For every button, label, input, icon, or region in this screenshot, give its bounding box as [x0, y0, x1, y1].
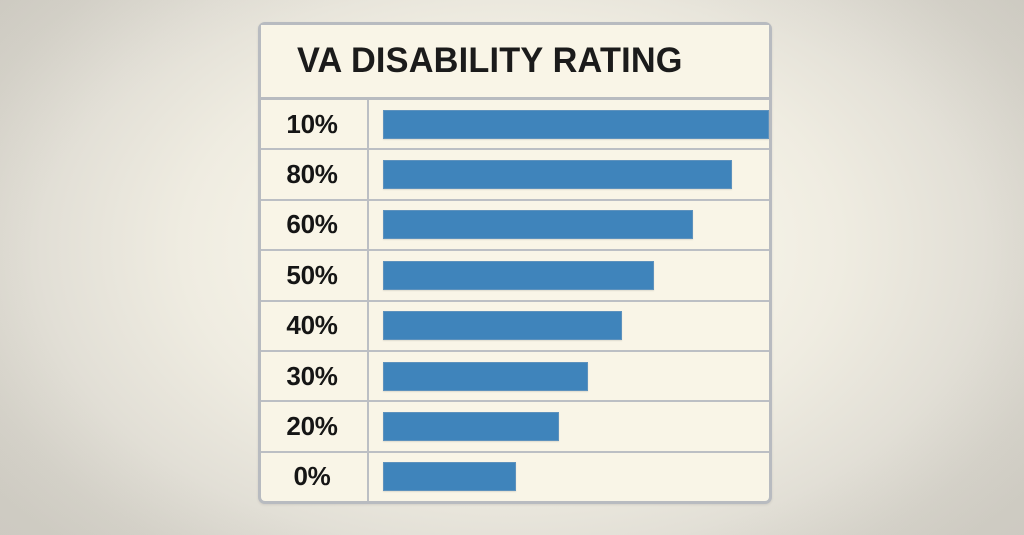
row-label: 60%: [286, 209, 338, 240]
row-label-cell: 0%: [261, 452, 369, 501]
row-bar-cell: [369, 150, 769, 198]
bar: [383, 411, 559, 441]
row-bar-cell: [369, 100, 769, 148]
row-label: 10%: [286, 108, 338, 139]
row-bar-cell: [369, 453, 769, 501]
row-label-cell: 10%: [261, 100, 369, 149]
bar: [383, 160, 733, 190]
row-bar-cell: [369, 402, 769, 450]
chart-row: 50%: [261, 251, 769, 302]
row-label-cell: 80%: [261, 150, 369, 199]
chart-row: 40%: [261, 301, 769, 352]
row-label-cell: 30%: [261, 351, 369, 401]
chart-row: 20%: [261, 402, 769, 453]
chart-row: 10%: [261, 100, 769, 151]
chart-title-row: VA DISABILITY RATING: [261, 25, 769, 100]
bar: [383, 311, 622, 341]
row-bar-cell: [369, 352, 769, 400]
page-title: VA DISABILITY RATING: [297, 41, 683, 80]
row-label: 30%: [286, 360, 338, 391]
row-label-cell: 60%: [261, 200, 369, 250]
row-label: 20%: [286, 410, 338, 441]
row-label: 50%: [286, 259, 338, 290]
chart-row: 0%: [261, 452, 769, 501]
chart-row: 80%: [261, 150, 769, 201]
row-label-cell: 40%: [261, 301, 369, 350]
row-label-cell: 20%: [261, 402, 369, 451]
bar: [383, 260, 654, 290]
bar: [383, 361, 589, 391]
row-bar-cell: [369, 251, 769, 299]
bar: [383, 109, 769, 139]
chart-row: 60%: [261, 200, 769, 252]
chart-card: VA DISABILITY RATING 10% 80% 60% 50% 40% 30% 2…: [258, 22, 772, 504]
row-label: 0%: [293, 461, 331, 492]
row-label: 80%: [286, 159, 338, 190]
row-bar-cell: [369, 302, 769, 350]
row-label: 40%: [286, 310, 338, 341]
bar: [383, 210, 693, 240]
chart-row: 30%: [261, 351, 769, 403]
row-label-cell: 50%: [261, 251, 369, 300]
row-bar-cell: [369, 201, 769, 249]
bar: [383, 462, 516, 492]
chart-rows: 10% 80% 60% 50% 40% 30% 20% 0%: [261, 100, 769, 501]
